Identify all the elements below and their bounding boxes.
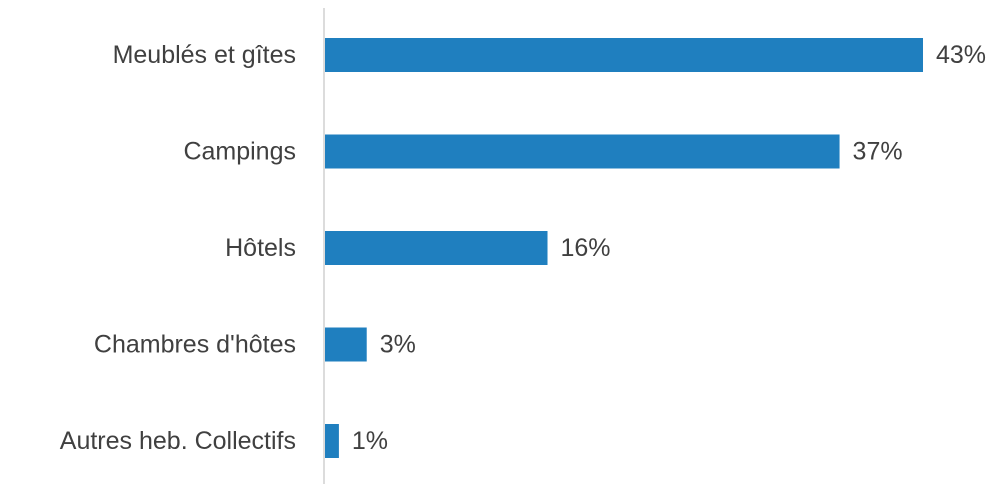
bar-3 [325, 327, 367, 362]
category-label-4: Autres heb. Collectifs [60, 427, 296, 455]
bar-0 [325, 38, 923, 72]
bar-4 [325, 424, 339, 458]
bar-2 [325, 231, 548, 265]
category-label-0: Meublés et gîtes [113, 41, 296, 69]
data-label-3: 3% [380, 331, 416, 359]
category-label-3: Chambres d'hôtes [94, 331, 296, 359]
data-label-0: 43% [936, 41, 986, 69]
bar-1 [325, 134, 840, 169]
data-label-4: 1% [352, 427, 388, 455]
data-label-2: 16% [561, 234, 611, 262]
data-label-1: 37% [853, 138, 903, 166]
category-label-2: Hôtels [225, 234, 296, 262]
category-label-1: Campings [183, 138, 296, 166]
